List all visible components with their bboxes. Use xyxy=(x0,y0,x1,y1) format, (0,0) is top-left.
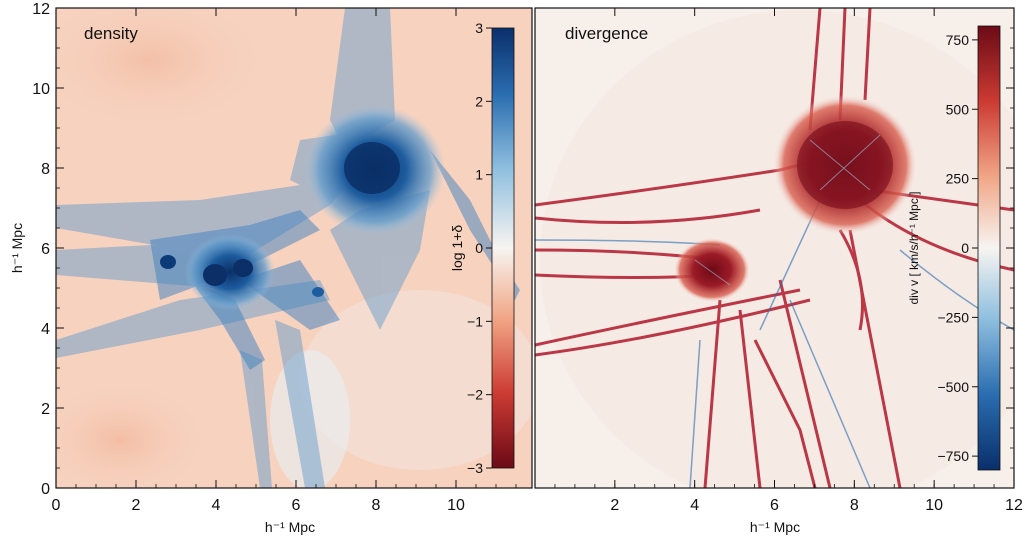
y-axis-label: h⁻¹ Mpc xyxy=(9,223,25,273)
y-tick-label: 0 xyxy=(41,481,50,498)
colorbar-tick-label: 0 xyxy=(961,240,969,256)
y-tick-label: 6 xyxy=(41,241,50,258)
x-tick-label: 4 xyxy=(212,497,221,514)
x-tick-label: 4 xyxy=(690,497,699,514)
x-tick-label: 6 xyxy=(770,497,779,514)
x-axis-ticks-right: 2 4 6 8 10 12 xyxy=(554,8,1023,514)
x-tick-label: 6 xyxy=(292,497,301,514)
colorbar-tick-label: 3 xyxy=(475,20,483,36)
x-tick-label: 10 xyxy=(925,497,943,514)
colorbar-tick-label: −3 xyxy=(467,460,483,476)
y-tick-label: 2 xyxy=(41,401,50,418)
colorbar-tick-label: 750 xyxy=(946,32,970,48)
x-tick-label: 12 xyxy=(1005,497,1023,514)
colorbar-tick-label: 1 xyxy=(475,167,483,183)
y-tick-label: 10 xyxy=(32,81,50,98)
divergence-panel xyxy=(535,8,1014,488)
density-node-secondary xyxy=(185,234,275,310)
colorbar-tick-label: −750 xyxy=(937,448,969,464)
y-tick-label: 8 xyxy=(41,161,50,178)
colorbar-tick-label: 0 xyxy=(475,240,483,256)
y-tick-label: 12 xyxy=(32,1,50,18)
colorbar-tick-label: 250 xyxy=(946,171,970,187)
colorbar-tick-label: 2 xyxy=(475,93,483,109)
density-panel xyxy=(56,8,532,488)
colorbar-tick-label: −2 xyxy=(467,387,483,403)
density-label: density xyxy=(84,24,138,43)
density-colorbar-ticks: 3 2 1 0 −1 −2 −3 xyxy=(467,20,492,476)
x-axis-ticks-left: 0 2 4 6 8 10 xyxy=(52,8,517,514)
x-tick-label: 8 xyxy=(850,497,859,514)
x-axis-label-right: h⁻¹ Mpc xyxy=(750,519,800,535)
colorbar-tick-label: 500 xyxy=(946,101,970,117)
colorbar-tick-label: −1 xyxy=(467,313,483,329)
x-tick-label: 8 xyxy=(372,497,381,514)
colorbar-tick-label: −250 xyxy=(937,309,969,325)
divergence-colorbar-ticks: 750 500 250 0 −250 −500 −750 xyxy=(937,32,978,464)
x-tick-label: 2 xyxy=(610,497,619,514)
divergence-colorbar xyxy=(977,25,1001,471)
divergence-colorbar-label: div v [ km/s/h⁻¹ Mpc ] xyxy=(907,191,921,304)
divergence-label: divergence xyxy=(565,24,648,43)
divergence-node-secondary xyxy=(674,238,750,302)
x-tick-label: 2 xyxy=(132,497,141,514)
colorbar-tick-label: −500 xyxy=(937,379,969,395)
density-colorbar-label: log 1+δ xyxy=(449,225,465,272)
density-colorbar xyxy=(491,27,515,469)
x-tick-label: 10 xyxy=(447,497,465,514)
y-tick-label: 4 xyxy=(41,321,50,338)
x-tick-label: 0 xyxy=(52,497,61,514)
x-axis-label-left: h⁻¹ Mpc xyxy=(265,519,315,535)
